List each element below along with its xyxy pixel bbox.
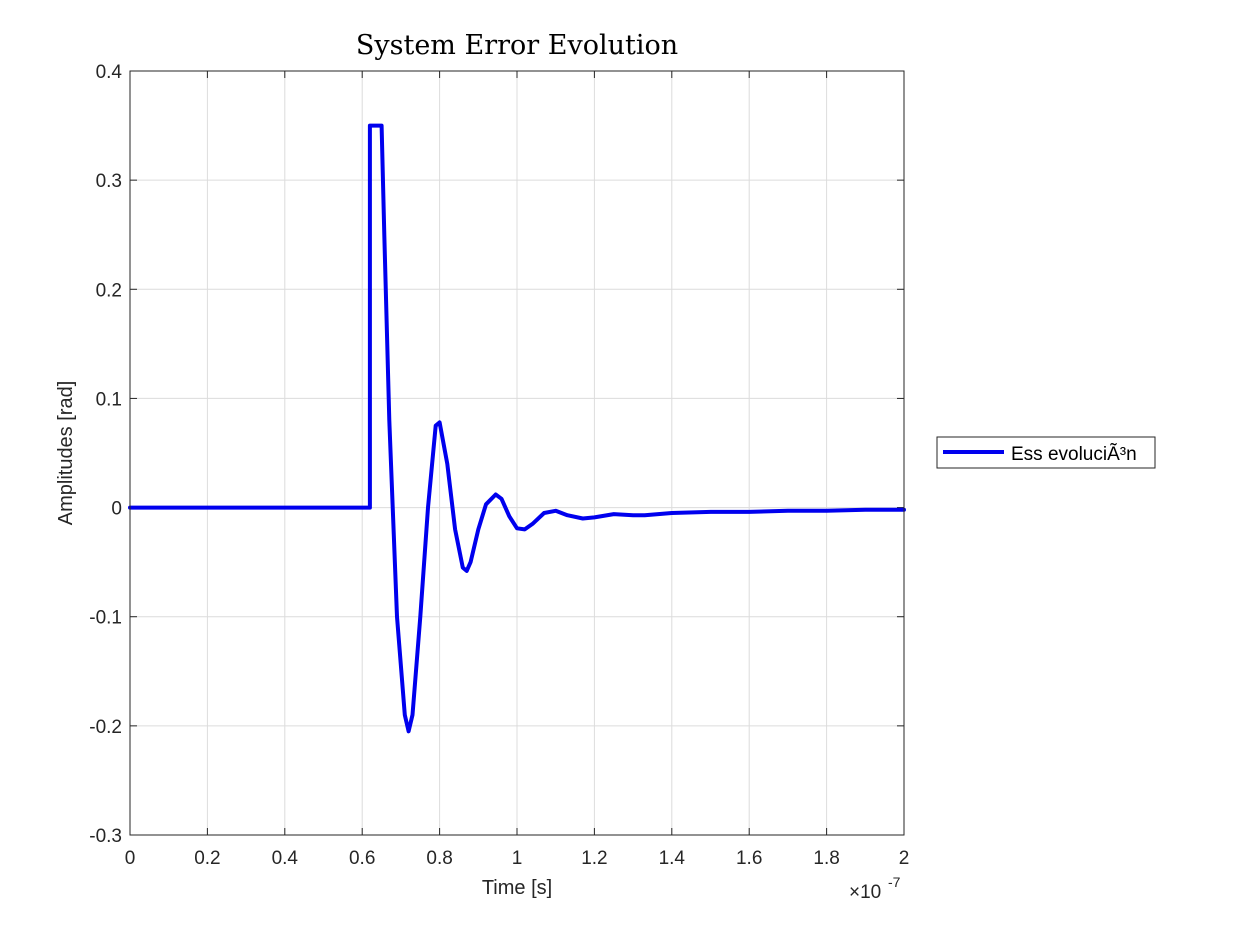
x-tick-label: 1.4 [659, 848, 686, 869]
y-tick-label: 0.4 [96, 62, 123, 83]
legend-label: Ess evoluciÃ³n [1011, 443, 1137, 465]
x-tick-label: 0.8 [426, 848, 452, 869]
x-exponent-base: ×10 [849, 882, 881, 903]
x-tick-label: 1.8 [813, 848, 839, 869]
legend: Ess evoluciÃ³n [936, 436, 1156, 469]
y-tick-label: 0.3 [96, 171, 122, 192]
x-tick-label: 0 [125, 848, 136, 869]
x-exponent-power: -7 [888, 874, 901, 890]
x-tick-label: 1.6 [736, 848, 762, 869]
x-tick-label: 1 [512, 848, 523, 869]
x-tick-label: 0.2 [194, 848, 220, 869]
x-tick-label: 2 [899, 848, 910, 869]
series-group [128, 123, 906, 734]
y-tick-label: -0.2 [89, 717, 122, 738]
x-tick-labels: 0 0.2 0.4 0.6 0.8 1 1.2 1.4 1.6 1.8 2 [125, 848, 910, 869]
y-tick-label: 0.1 [96, 389, 122, 410]
y-axis-label: Amplitudes [rad] [55, 381, 77, 526]
y-tick-label: -0.3 [89, 826, 122, 847]
x-tick-label: 1.2 [581, 848, 607, 869]
y-tick-label: 0.2 [96, 280, 122, 301]
tick-marks [129, 70, 905, 836]
x-axis-label: Time [s] [482, 877, 552, 899]
series-line [128, 123, 906, 734]
y-tick-label: 0 [111, 499, 122, 520]
x-tick-label: 0.4 [272, 848, 299, 869]
chart-title: System Error Evolution [356, 30, 678, 61]
y-tick-labels: 0.4 0.3 0.2 0.1 0 -0.1 -0.2 -0.3 [89, 62, 122, 847]
x-tick-label: 0.6 [349, 848, 375, 869]
y-tick-label: -0.1 [89, 608, 122, 629]
plot-frame [129, 70, 905, 836]
